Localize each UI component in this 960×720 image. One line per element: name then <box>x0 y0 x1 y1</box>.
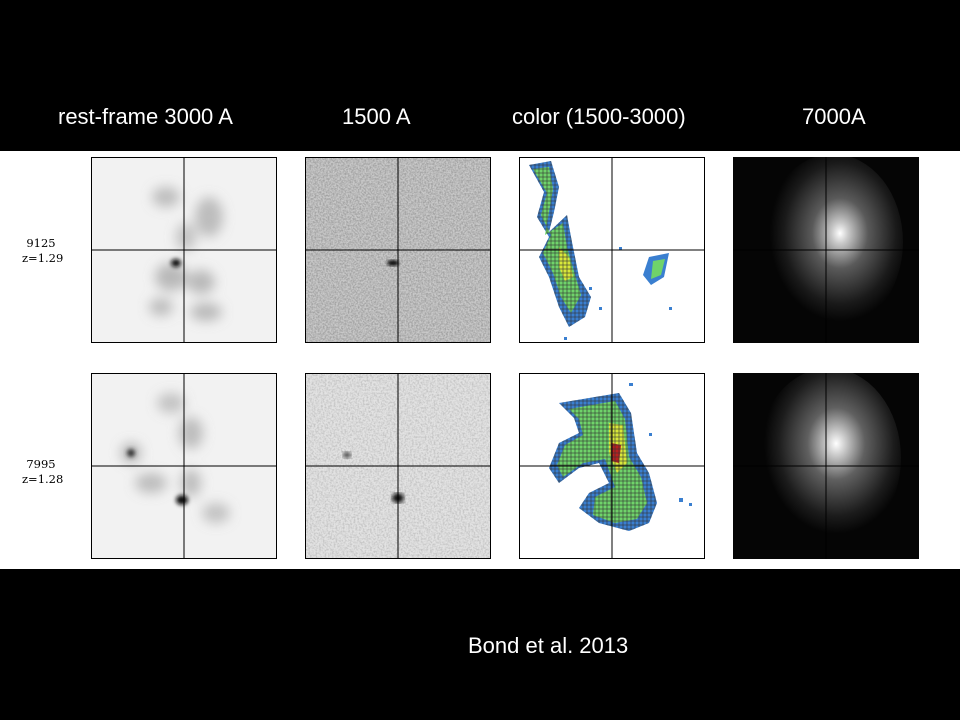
column-label-3000: rest-frame 3000 A <box>58 104 233 129</box>
panel-7995-color <box>519 373 705 559</box>
redshift-2: z=1.28 <box>22 472 64 486</box>
galaxy-id-1: 9125 <box>26 236 56 250</box>
column-label-7000: 7000A <box>802 104 866 129</box>
row-label-2: 7995 z=1.28 <box>22 457 64 487</box>
figure-panel-grid: 9125 z=1.29 7995 z=1.28 <box>0 151 960 569</box>
column-label-color: color (1500-3000) <box>512 104 686 129</box>
panel-9125-1500 <box>305 157 491 343</box>
panel-9125-color <box>519 157 705 343</box>
column-label-1500: 1500 A <box>342 104 411 129</box>
panel-9125-7000 <box>733 157 919 343</box>
row-label-1: 9125 z=1.29 <box>22 236 64 266</box>
panel-7995-3000 <box>91 373 277 559</box>
panel-7995-7000 <box>733 373 919 559</box>
redshift-1: z=1.29 <box>22 251 64 265</box>
panel-9125-3000 <box>91 157 277 343</box>
galaxy-id-2: 7995 <box>26 457 56 471</box>
citation-credit: Bond et al. 2013 <box>468 633 629 658</box>
panel-7995-1500 <box>305 373 491 559</box>
